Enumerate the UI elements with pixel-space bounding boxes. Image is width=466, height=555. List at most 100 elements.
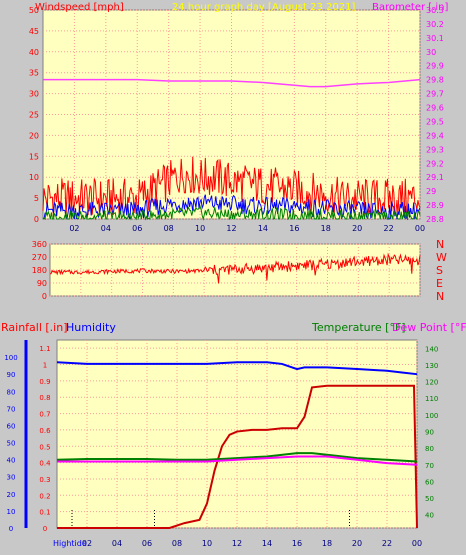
compass-label: E <box>436 277 443 290</box>
windspeed-tick-label: 15 <box>29 152 39 161</box>
wind-x-tick-label: 22 <box>383 224 393 233</box>
barometer-tick-label: 29.8 <box>426 76 444 85</box>
temperature-tick-label: 100 <box>425 412 438 420</box>
compass-label: N <box>436 238 444 251</box>
humidity-tick-label: 20 <box>7 491 16 499</box>
humidity-tick-label: 100 <box>4 354 17 362</box>
rain-x-tick-label: 08 <box>172 539 182 548</box>
temperature-tick-label: 130 <box>425 362 438 370</box>
rainfall-tick-label: 0.2 <box>39 492 50 500</box>
barometer-tick-label: 28.9 <box>426 201 444 210</box>
wind-gust-line <box>42 156 421 219</box>
wind-x-tick-label: 08 <box>164 224 174 233</box>
temperature-tick-label: 90 <box>425 429 434 437</box>
temperature-line <box>56 452 418 463</box>
direction-tick-label: 360 <box>32 240 47 249</box>
barometer-tick-label: 29 <box>426 187 436 196</box>
barometer-tick-label: 29.6 <box>426 104 444 113</box>
barometer-tick-label: 29.3 <box>426 145 444 154</box>
rainfall-tick-label: 0 <box>43 525 47 533</box>
rain-x-tick-label: 12 <box>232 539 242 548</box>
rainfall-line <box>57 384 418 529</box>
barometer-tick-label: 28.8 <box>426 215 444 224</box>
humidity-tick-label: 60 <box>7 422 16 430</box>
humidity-tick-label: 30 <box>7 474 16 482</box>
rain-x-tick-label: 00 <box>412 539 422 548</box>
wind-direction-line <box>49 252 421 284</box>
windspeed-tick-label: 50 <box>29 6 39 15</box>
humidity-tick-label: 90 <box>7 371 16 379</box>
rainfall-tick-label: 0.8 <box>39 394 50 402</box>
rainfall-tick-label: 0.4 <box>39 460 51 468</box>
wind-x-tick-label: 10 <box>195 224 205 233</box>
barometer-tick-label: 30.1 <box>426 34 444 43</box>
temperature-tick-label: 140 <box>425 345 438 353</box>
rainfall-tick-label: 0.5 <box>39 443 50 451</box>
rain-x-tick-label: 14 <box>262 539 272 548</box>
windspeed-line <box>42 194 421 221</box>
windspeed-tick-label: 20 <box>29 131 39 140</box>
windspeed-tick-label: 0 <box>34 215 39 224</box>
windspeed-tick-label: 40 <box>29 48 39 57</box>
wind-x-tick-label: 06 <box>132 224 142 233</box>
rainfall-axis-label: Rainfall [.in] <box>1 321 68 334</box>
barometer-axis-label: Barometer [.in] <box>372 2 448 13</box>
rainfall-tick-label: 0.1 <box>39 509 50 517</box>
barometer-tick-label: 29.7 <box>426 90 444 99</box>
barometer-tick-label: 29.2 <box>426 159 444 168</box>
wind-x-tick-label: 02 <box>69 224 79 233</box>
wind-x-tick-label: 18 <box>321 224 331 233</box>
wind-x-tick-label: 00 <box>415 224 425 233</box>
windspeed-tick-label: 25 <box>29 111 39 120</box>
wind-x-tick-label: 16 <box>289 224 299 233</box>
rainfall-tick-label: 1 <box>43 362 47 370</box>
humidity-tick-label: 0 <box>9 525 13 533</box>
direction-tick-label: 0 <box>42 292 47 301</box>
temperature-tick-label: 80 <box>425 445 434 453</box>
rain-x-tick-label: 02 <box>82 539 92 548</box>
barometer-line <box>43 78 421 88</box>
windspeed-tick-label: 5 <box>34 194 39 203</box>
rain-x-tick-label: 18 <box>322 539 332 548</box>
dewpoint-axis-label: Dew Point [°F] <box>392 321 466 334</box>
direction-plot-area <box>49 243 421 297</box>
temperature-tick-label: 50 <box>425 495 434 503</box>
rainfall-tick-label: 1.1 <box>39 345 50 353</box>
barometer-tick-label: 29.5 <box>426 117 444 126</box>
humidity-axis-label: Humidity <box>66 321 116 334</box>
temperature-axis-label: Temperature [°F] <box>311 321 406 334</box>
compass-label: S <box>436 264 443 277</box>
temperature-tick-label: 40 <box>425 512 434 520</box>
windspeed-tick-label: 35 <box>29 69 39 78</box>
temperature-tick-label: 120 <box>425 379 438 387</box>
humidity-line <box>56 361 418 376</box>
windspeed-tick-label: 45 <box>29 27 39 36</box>
rain-x-tick-label: 22 <box>382 539 392 548</box>
humidity-tick-label: 50 <box>7 440 16 448</box>
rain-x-tick-label: 16 <box>292 539 302 548</box>
windspeed-tick-label: 30 <box>29 90 39 99</box>
rain-x-tick-label: 06 <box>142 539 152 548</box>
barometer-tick-label: 30.3 <box>426 6 444 15</box>
barometer-tick-label: 30 <box>426 48 436 57</box>
rainfall-tick-label: 0.6 <box>39 427 51 435</box>
rainfall-tick-label: 0.9 <box>39 378 50 386</box>
direction-tick-label: 180 <box>32 266 47 275</box>
direction-tick-label: 270 <box>32 253 47 262</box>
barometer-tick-label: 29.4 <box>426 131 444 140</box>
humidity-tick-label: 70 <box>7 405 16 413</box>
humidity-tick-label: 10 <box>7 508 16 516</box>
windspeed-axis-label: Windspeed [mph] <box>35 2 124 13</box>
rainfall-tick-label: 0.3 <box>39 476 50 484</box>
humidity-tick-label: 80 <box>7 388 16 396</box>
temperature-tick-label: 60 <box>425 478 434 486</box>
compass-label: W <box>436 251 447 264</box>
rain-x-tick-label: 04 <box>112 539 122 548</box>
wind-x-tick-label: 12 <box>226 224 236 233</box>
rain-x-tick-label: 20 <box>352 539 362 548</box>
wind-x-tick-label: 20 <box>352 224 362 233</box>
barometer-tick-label: 29.9 <box>426 62 444 71</box>
wind-x-tick-label: 04 <box>101 224 111 233</box>
direction-tick-label: 90 <box>37 279 47 288</box>
compass-label: N <box>436 290 444 303</box>
